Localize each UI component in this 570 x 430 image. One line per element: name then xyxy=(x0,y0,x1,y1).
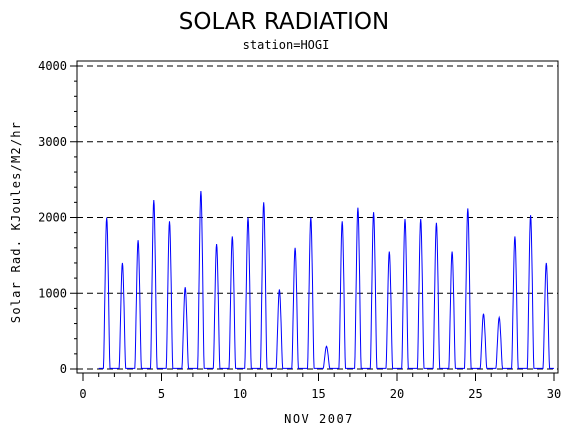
chart-subtitle: station=HOGI xyxy=(243,38,330,52)
y-tick-label: 3000 xyxy=(38,135,67,149)
x-tick-label: 25 xyxy=(468,387,482,401)
x-axis-ticks: 0 5 10 15 20 25 30 xyxy=(79,373,561,401)
x-tick-label: 20 xyxy=(390,387,404,401)
y-axis-label: Solar Rad. KJoules/M2/hr xyxy=(9,121,23,323)
y-tick-label: 2000 xyxy=(38,211,67,225)
x-tick-label: 10 xyxy=(233,387,247,401)
y-tick-label: 0 xyxy=(60,362,67,376)
gridlines xyxy=(77,65,558,370)
y-tick-label: 4000 xyxy=(38,59,67,73)
x-axis-label: NOV 2007 xyxy=(284,412,354,426)
y-axis-ticks: 0 1000 2000 3000 4000 xyxy=(38,59,77,376)
x-tick-label: 5 xyxy=(158,387,165,401)
y-tick-label: 1000 xyxy=(38,286,67,300)
chart-title: SOLAR RADIATION xyxy=(179,9,389,35)
solar-radiation-series-line xyxy=(98,190,554,369)
x-tick-label: 15 xyxy=(311,387,325,401)
x-tick-label: 30 xyxy=(547,387,561,401)
x-tick-label: 0 xyxy=(79,387,86,401)
